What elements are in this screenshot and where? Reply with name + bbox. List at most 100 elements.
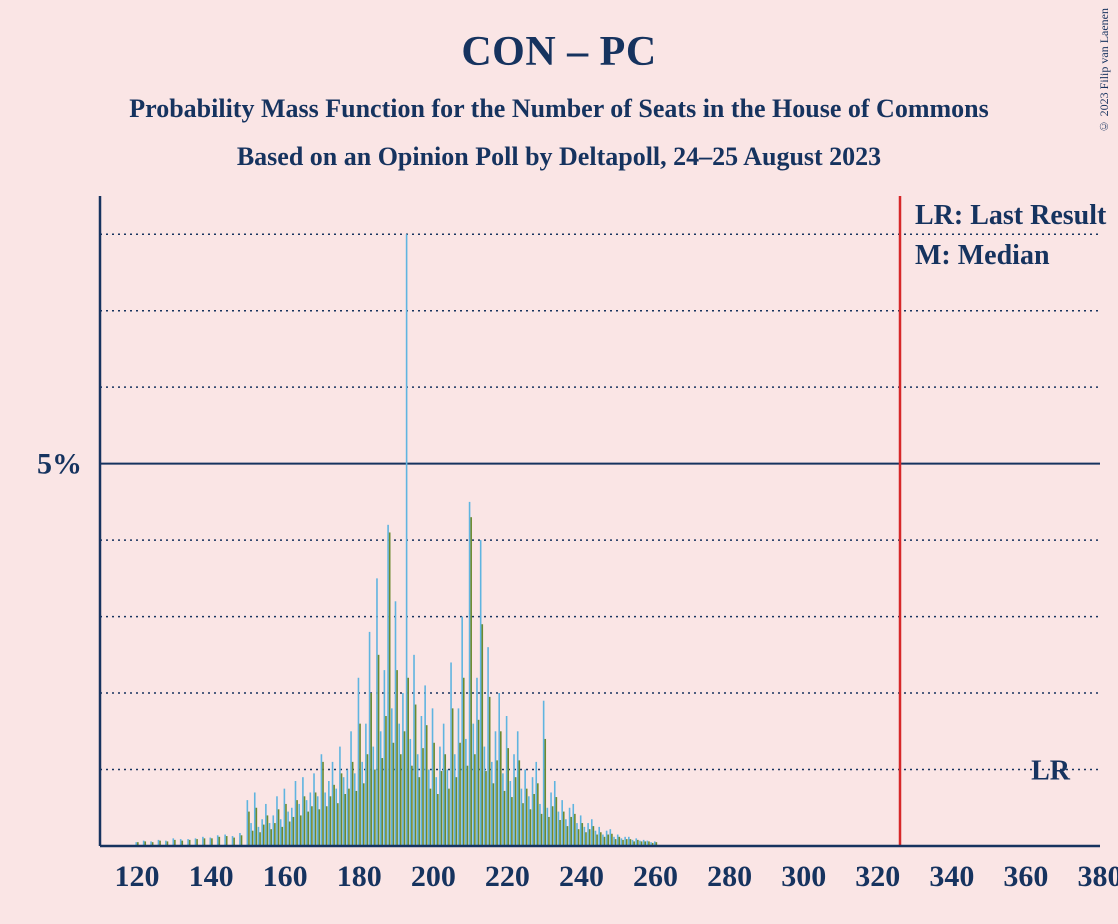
bar-a xyxy=(480,540,482,846)
bar-b xyxy=(267,815,269,846)
bar-a xyxy=(295,781,297,846)
bar-b xyxy=(489,697,491,846)
bar-b xyxy=(263,825,265,846)
bar-b xyxy=(344,794,346,846)
bar-a xyxy=(591,819,593,846)
bar-a xyxy=(313,773,315,846)
bar-a xyxy=(324,792,326,846)
bar-b xyxy=(448,789,450,846)
bar-a xyxy=(398,724,400,846)
bar-b xyxy=(607,835,609,846)
x-tick: 320 xyxy=(855,860,900,893)
bar-b xyxy=(481,624,483,846)
bar-b xyxy=(367,754,369,846)
x-tick: 340 xyxy=(929,860,974,893)
bar-a xyxy=(272,815,274,846)
bar-b xyxy=(278,809,280,846)
bar-b xyxy=(563,812,565,846)
bar-b xyxy=(444,754,446,846)
bar-a xyxy=(365,724,367,846)
x-tick: 140 xyxy=(189,860,234,893)
x-tick: 160 xyxy=(263,860,308,893)
bar-a xyxy=(280,819,282,846)
bar-a xyxy=(502,773,504,846)
bar-a xyxy=(554,781,556,846)
bar-b xyxy=(307,812,309,846)
bar-b xyxy=(378,655,380,846)
bar-a xyxy=(595,831,597,846)
bar-a xyxy=(510,781,512,846)
bar-b xyxy=(511,797,513,846)
bar-b xyxy=(433,743,435,846)
bar-a xyxy=(524,770,526,846)
bar-b xyxy=(478,720,480,846)
bar-b xyxy=(426,725,428,846)
bar-a xyxy=(495,731,497,846)
bar-a xyxy=(584,827,586,846)
bar-a xyxy=(435,777,437,846)
bar-a xyxy=(376,578,378,846)
bar-a xyxy=(521,789,523,846)
bar-b xyxy=(326,806,328,846)
bar-b xyxy=(548,817,550,846)
bar-a xyxy=(539,804,541,846)
bar-b xyxy=(556,797,558,846)
bar-b xyxy=(256,808,258,846)
bar-b xyxy=(411,766,413,846)
bar-a xyxy=(580,815,582,846)
bar-a xyxy=(461,617,463,846)
bar-a xyxy=(258,827,260,846)
bar-b xyxy=(370,693,372,846)
bar-b xyxy=(404,731,406,846)
bar-b xyxy=(356,791,358,846)
bar-a xyxy=(302,777,304,846)
bar-b xyxy=(500,731,502,846)
y-axis-label: 5% xyxy=(37,448,82,481)
bar-b xyxy=(493,783,495,846)
bar-a xyxy=(247,800,249,846)
bar-a xyxy=(439,747,441,846)
bar-b xyxy=(611,834,613,846)
bar-b xyxy=(452,708,454,846)
bar-b xyxy=(463,678,465,846)
lr-short-label: LR xyxy=(1031,756,1071,787)
x-tick: 300 xyxy=(781,860,826,893)
bar-a xyxy=(384,670,386,846)
bar-a xyxy=(402,693,404,846)
bar-b xyxy=(596,835,598,846)
bar-b xyxy=(496,760,498,846)
bar-a xyxy=(410,739,412,846)
bar-b xyxy=(289,822,291,846)
bar-a xyxy=(269,823,271,846)
bar-b xyxy=(559,820,561,846)
bar-b xyxy=(311,806,313,846)
bar-b xyxy=(393,743,395,846)
bar-a xyxy=(550,792,552,846)
x-tick: 120 xyxy=(115,860,160,893)
bar-a xyxy=(572,804,574,846)
bar-b xyxy=(467,766,469,846)
bar-a xyxy=(250,823,252,846)
bar-b xyxy=(541,814,543,846)
legend-lr: LR: Last Result xyxy=(915,200,1107,231)
bar-b xyxy=(293,817,295,846)
bar-a xyxy=(372,747,374,846)
bar-b xyxy=(219,837,221,846)
x-tick: 240 xyxy=(559,860,604,893)
bar-b xyxy=(415,705,417,846)
bar-b xyxy=(400,754,402,846)
bar-b xyxy=(459,743,461,846)
bar-b xyxy=(574,814,576,846)
bar-a xyxy=(613,837,615,846)
bar-a xyxy=(406,234,408,846)
bar-a xyxy=(543,701,545,846)
bar-b xyxy=(396,670,398,846)
bar-a xyxy=(558,812,560,846)
bar-a xyxy=(428,770,430,846)
bar-a xyxy=(602,835,604,846)
bar-a xyxy=(587,823,589,846)
copyright-text: © 2023 Filip van Laenen xyxy=(1097,8,1112,133)
bar-b xyxy=(578,829,580,846)
bar-a xyxy=(465,739,467,846)
bar-a xyxy=(528,796,530,846)
